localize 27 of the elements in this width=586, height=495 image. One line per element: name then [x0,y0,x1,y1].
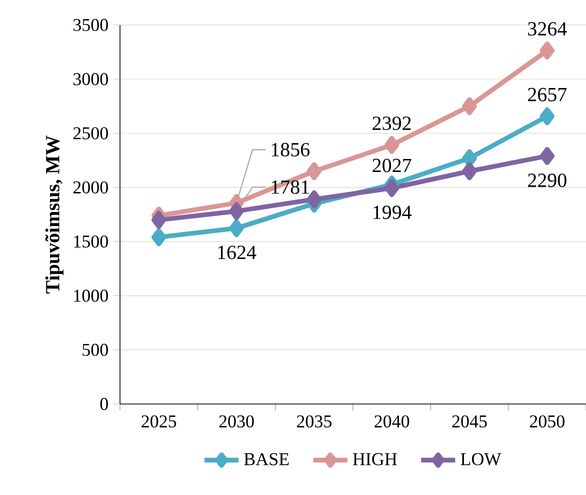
x-tick-label: 2045 [452,415,487,428]
legend-label: LOW [460,453,502,466]
x-tick-label: 2040 [374,415,410,428]
y-tick-label: 2500 [73,127,108,140]
legend-label: BASE [244,453,289,466]
y-tick-label: 3500 [73,18,108,32]
x-tick-label: 2035 [296,415,332,428]
data-label: 2290 [528,174,566,188]
y-tick-label: 500 [82,344,108,356]
y-tick-label: 1500 [74,235,108,248]
data-label: 2027 [372,158,412,172]
data-label: 2392 [372,116,411,130]
x-tick-label: 2030 [219,415,254,428]
x-tick-label: 2025 [142,415,176,428]
y-axis-title: Tipuvõimsus, MW [45,136,64,294]
data-label: 1624 [218,246,256,260]
x-tick-label: 2050 [530,415,564,428]
y-tick-label: 2000 [73,181,108,194]
data-label: 1781 [272,180,309,194]
data-label: 1856 [272,142,310,156]
y-tick-label: 1000 [74,290,108,302]
data-label: 1994 [374,206,412,220]
data-label: 3264 [528,22,567,36]
legend-label: HIGH [352,453,397,466]
y-tick-label: 3000 [73,73,108,86]
y-tick-label: 0 [100,398,108,410]
data-label: 2657 [528,88,567,102]
